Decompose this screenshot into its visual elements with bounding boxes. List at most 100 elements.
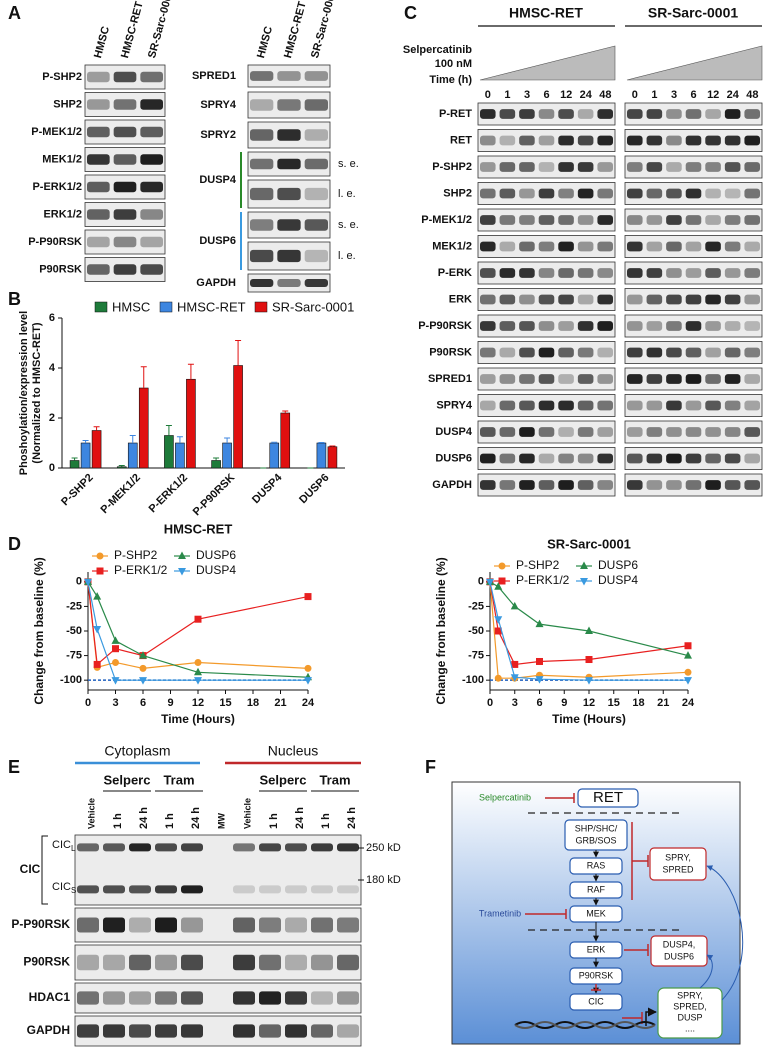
time-header: Time (h) bbox=[429, 74, 472, 86]
band bbox=[77, 954, 99, 971]
cic-band-label: CICL bbox=[52, 839, 76, 853]
row-label: SPRY2 bbox=[200, 129, 236, 141]
band bbox=[304, 279, 328, 287]
blot bbox=[477, 182, 616, 205]
dose-wedge bbox=[479, 45, 616, 81]
band bbox=[577, 294, 594, 305]
marker bbox=[111, 677, 120, 685]
lane-label: MW bbox=[216, 813, 226, 829]
band bbox=[666, 241, 682, 252]
marker bbox=[486, 578, 494, 587]
marker bbox=[494, 616, 503, 624]
group-header: SR-Sarc-0001 bbox=[648, 5, 738, 21]
band bbox=[558, 480, 574, 490]
y-tick-label: 0 bbox=[478, 576, 484, 588]
row-label: P90RSK bbox=[429, 346, 472, 358]
band bbox=[724, 215, 741, 225]
band bbox=[627, 162, 643, 172]
band bbox=[558, 188, 574, 199]
series-line bbox=[87, 581, 309, 666]
blot bbox=[624, 420, 763, 444]
band bbox=[480, 241, 496, 252]
band bbox=[181, 917, 203, 933]
band bbox=[499, 188, 516, 199]
band bbox=[705, 109, 721, 119]
band bbox=[666, 400, 682, 411]
band bbox=[277, 158, 301, 170]
band bbox=[724, 162, 741, 172]
band bbox=[705, 321, 721, 331]
band bbox=[480, 347, 496, 358]
bar bbox=[127, 442, 138, 469]
band bbox=[646, 400, 663, 411]
row-label: P-MEK1/2 bbox=[421, 214, 472, 226]
band bbox=[558, 268, 574, 278]
blot bbox=[624, 394, 763, 417]
band bbox=[538, 109, 555, 119]
band bbox=[538, 453, 555, 464]
band bbox=[155, 917, 177, 933]
x-tick-label: 3 bbox=[112, 697, 118, 709]
band bbox=[103, 885, 125, 894]
x-tick-label: 9 bbox=[167, 697, 173, 709]
band bbox=[285, 917, 307, 933]
legend-label: HMSC-RET bbox=[177, 299, 246, 314]
band bbox=[558, 241, 574, 252]
band bbox=[627, 268, 643, 278]
y-tick-label: 6 bbox=[49, 312, 55, 324]
band bbox=[519, 400, 535, 411]
band bbox=[77, 843, 99, 852]
band bbox=[666, 109, 682, 119]
time-label: 1 bbox=[651, 89, 657, 101]
band bbox=[337, 917, 359, 933]
inhibit bbox=[545, 793, 575, 803]
x-tick-label: 12 bbox=[192, 697, 204, 709]
y-axis-label: (Normalized to HMSC-RET) bbox=[31, 322, 43, 464]
row-label: P-P90RSK bbox=[418, 320, 472, 332]
band bbox=[597, 294, 613, 305]
band bbox=[597, 400, 613, 411]
band bbox=[577, 268, 594, 278]
band bbox=[285, 1024, 307, 1038]
band bbox=[285, 991, 307, 1005]
marker bbox=[536, 657, 543, 665]
band bbox=[744, 347, 760, 358]
band bbox=[538, 347, 555, 358]
band bbox=[259, 1024, 281, 1038]
band bbox=[181, 1024, 203, 1038]
lane-label: Vehicle bbox=[86, 798, 96, 829]
panel-label: D bbox=[8, 534, 21, 554]
band bbox=[685, 480, 702, 490]
x-tick-label: P-SHP2 bbox=[59, 472, 96, 509]
blot bbox=[74, 944, 362, 981]
row-label: ERK1/2 bbox=[43, 208, 82, 220]
series-line bbox=[489, 581, 689, 657]
error-bar bbox=[93, 426, 100, 431]
x-tick-label: 21 bbox=[274, 697, 286, 709]
band bbox=[77, 885, 99, 894]
band bbox=[311, 954, 333, 971]
group-header: HMSC-RET bbox=[509, 5, 583, 21]
x-tick-label: DUSP4 bbox=[250, 471, 285, 506]
band bbox=[519, 374, 535, 384]
blot-frame bbox=[477, 129, 616, 152]
error-bar bbox=[140, 366, 147, 388]
band bbox=[480, 453, 496, 464]
fraction-header: Nucleus bbox=[268, 743, 319, 759]
band bbox=[597, 453, 613, 464]
band bbox=[277, 187, 301, 201]
legend-swatch bbox=[94, 301, 108, 313]
band bbox=[181, 954, 203, 971]
band bbox=[519, 347, 535, 358]
marker bbox=[684, 651, 692, 659]
column-header: HMSC bbox=[255, 25, 275, 59]
band bbox=[87, 181, 110, 193]
band bbox=[744, 162, 760, 172]
legend-label: DUSP4 bbox=[196, 563, 236, 577]
band bbox=[304, 219, 328, 231]
band bbox=[646, 321, 663, 331]
blot bbox=[74, 907, 362, 943]
legend-label: P-SHP2 bbox=[516, 558, 560, 572]
band bbox=[558, 162, 574, 172]
band bbox=[705, 480, 721, 490]
